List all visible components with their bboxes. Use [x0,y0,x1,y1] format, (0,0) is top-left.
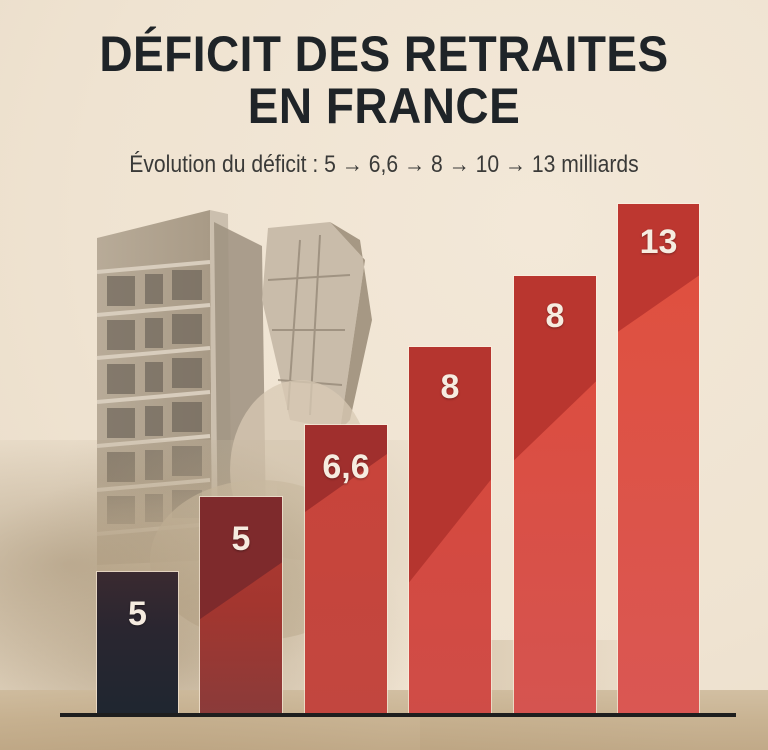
bar-value-label: 8 [440,368,460,406]
bar-5: 8 [514,276,596,715]
bar-value-label: 6,6 [322,448,370,486]
bar-3: 6,6 [305,425,387,715]
bar-4: 8 [409,347,491,715]
bar-value-label: 5 [231,520,251,558]
x-axis-baseline [60,713,736,717]
title-line-1: DÉFICIT DES RETRAITES [99,26,669,82]
bar-1: 5 [97,572,178,715]
title-line-2: EN FRANCE [247,78,521,134]
bar-value-label: 8 [545,297,565,335]
bar-2: 5 [200,497,282,715]
bar-value-label: 5 [128,595,147,633]
chart-subtitle: Évolution du déficit : 5 → 6,6 → 8 → 10 … [129,151,639,178]
chart-title: DÉFICIT DES RETRAITES EN FRANCE [31,28,738,132]
bar-value-label: 13 [639,223,678,261]
bar-6: 13 [618,204,699,715]
